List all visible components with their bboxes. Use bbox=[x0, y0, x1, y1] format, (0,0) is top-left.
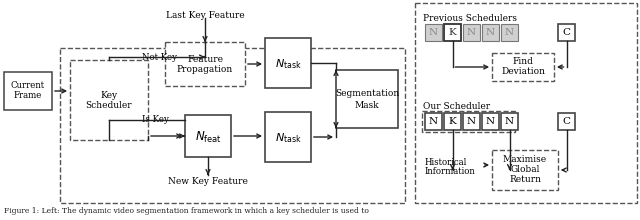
Text: $N_{\rm feat}$: $N_{\rm feat}$ bbox=[195, 129, 221, 145]
Bar bbox=[463, 24, 480, 41]
Bar bbox=[425, 113, 442, 130]
Text: N: N bbox=[467, 117, 476, 126]
Text: N: N bbox=[429, 28, 438, 37]
Text: N: N bbox=[505, 28, 514, 37]
Bar bbox=[492, 53, 554, 81]
Text: Not Key: Not Key bbox=[142, 53, 177, 62]
Text: N: N bbox=[429, 117, 438, 126]
Text: N: N bbox=[467, 28, 476, 37]
Bar bbox=[444, 113, 461, 130]
Bar bbox=[558, 113, 575, 130]
Bar bbox=[70, 60, 148, 140]
Bar bbox=[4, 72, 52, 110]
Text: Segmentation: Segmentation bbox=[335, 88, 399, 97]
Text: Key: Key bbox=[100, 90, 118, 99]
Text: C: C bbox=[563, 117, 570, 126]
Text: Is Key: Is Key bbox=[142, 116, 169, 125]
Bar bbox=[265, 38, 311, 88]
Text: C: C bbox=[563, 28, 570, 37]
Bar bbox=[501, 24, 518, 41]
Bar bbox=[492, 150, 558, 190]
Text: Information: Information bbox=[425, 167, 476, 176]
Text: Maximise: Maximise bbox=[503, 156, 547, 165]
Text: K: K bbox=[449, 117, 456, 126]
Text: Global: Global bbox=[510, 165, 540, 174]
Text: Historical: Historical bbox=[425, 158, 467, 167]
Text: Find: Find bbox=[513, 57, 533, 66]
Bar bbox=[422, 111, 515, 132]
Text: Figure 1: Left: The dynamic video segmentation framework in which a key schedule: Figure 1: Left: The dynamic video segmen… bbox=[4, 207, 369, 215]
Text: Previous Schedulers: Previous Schedulers bbox=[423, 14, 517, 23]
Bar bbox=[415, 3, 637, 203]
Bar bbox=[482, 113, 499, 130]
Text: N: N bbox=[505, 117, 514, 126]
Bar bbox=[501, 113, 518, 130]
Text: Return: Return bbox=[509, 176, 541, 185]
Bar bbox=[425, 24, 442, 41]
Bar bbox=[185, 115, 231, 157]
Bar bbox=[60, 48, 405, 203]
Text: Mask: Mask bbox=[355, 101, 380, 110]
Text: Scheduler: Scheduler bbox=[86, 101, 132, 110]
Bar bbox=[463, 113, 480, 130]
Bar bbox=[558, 24, 575, 41]
Text: $N_{\rm task}$: $N_{\rm task}$ bbox=[275, 57, 301, 71]
Bar bbox=[265, 112, 311, 162]
Text: Last Key Feature: Last Key Feature bbox=[166, 11, 244, 20]
Bar bbox=[336, 70, 398, 128]
Text: Propagation: Propagation bbox=[177, 64, 233, 73]
Bar bbox=[482, 24, 499, 41]
Bar bbox=[165, 42, 245, 86]
Text: N: N bbox=[486, 28, 495, 37]
Text: Current: Current bbox=[11, 81, 45, 90]
Text: New Key Feature: New Key Feature bbox=[168, 177, 248, 186]
Text: Frame: Frame bbox=[14, 92, 42, 101]
Text: Our Scheduler: Our Scheduler bbox=[423, 102, 490, 111]
Text: N: N bbox=[486, 117, 495, 126]
Text: $N_{\rm task}$: $N_{\rm task}$ bbox=[275, 131, 301, 145]
Text: Deviation: Deviation bbox=[501, 68, 545, 77]
Text: K: K bbox=[449, 28, 456, 37]
Bar bbox=[444, 24, 461, 41]
Text: Feature: Feature bbox=[187, 55, 223, 64]
